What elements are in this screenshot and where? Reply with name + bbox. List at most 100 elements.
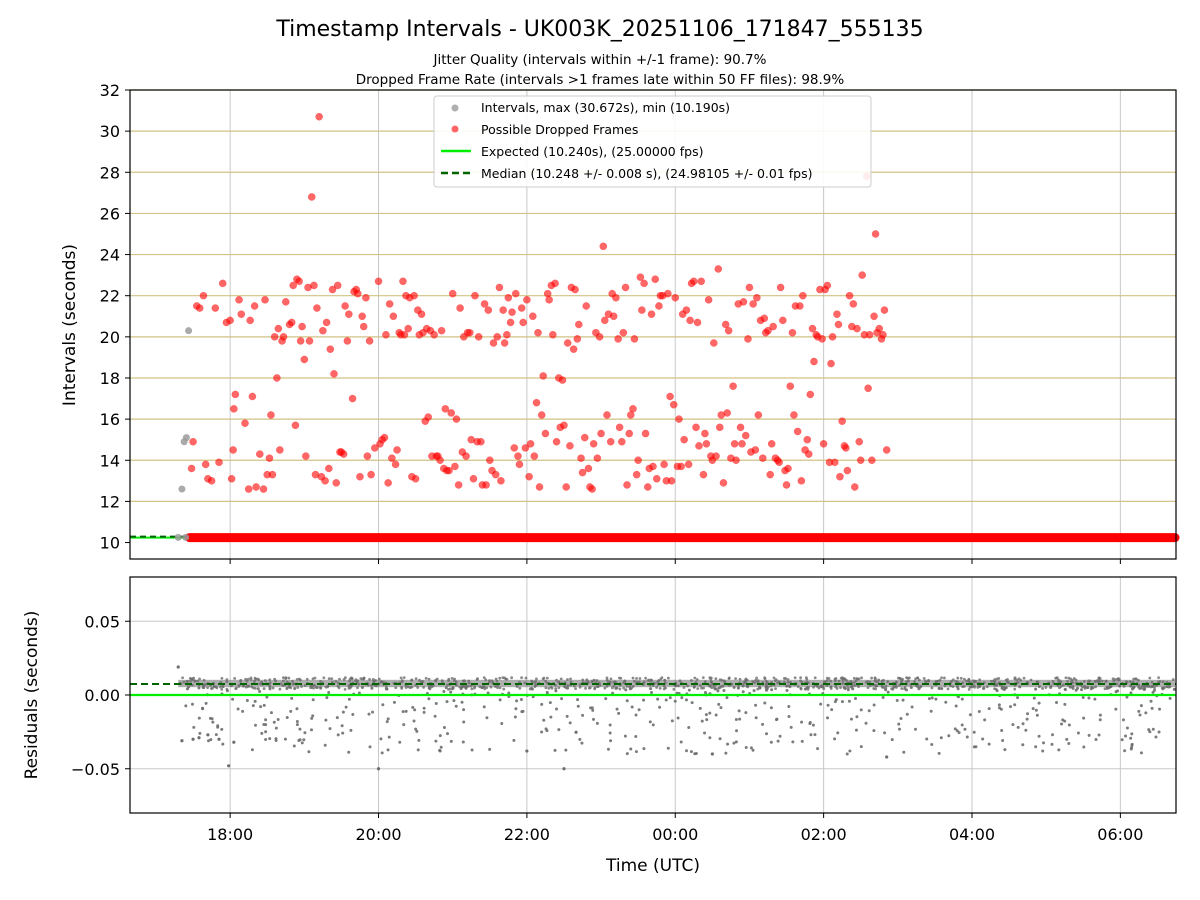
residual-band-point-585 xyxy=(498,676,502,680)
residual-band-point-186 xyxy=(658,687,662,690)
dropped-frame-point-311 xyxy=(796,302,804,310)
dropped-frame-point-92 xyxy=(389,312,398,321)
residual-point-264 xyxy=(486,691,490,695)
residual-point-9 xyxy=(833,737,837,741)
residual-point-71 xyxy=(264,737,268,741)
dropped-frame-point-247 xyxy=(677,462,686,471)
dropped-frame-point-326 xyxy=(823,281,832,290)
residual-point-355 xyxy=(283,737,287,741)
residual-band-point-859 xyxy=(738,677,742,681)
residual-band-point-865 xyxy=(900,687,904,691)
residual-outlier-8 xyxy=(376,767,381,771)
residual-point-202 xyxy=(974,745,978,749)
dropped-frame-point-107 xyxy=(417,310,426,319)
legend-marker-intervals xyxy=(451,104,459,112)
intervals-panel: 10 12 14 16 18 20 22 24 26 28 30 32 Intervals (seco… xyxy=(60,81,1180,564)
residual-point-327 xyxy=(787,705,791,709)
residual-point-98 xyxy=(480,686,484,690)
residual-band-point-775 xyxy=(289,686,293,690)
residual-point-336 xyxy=(565,714,569,718)
residuals-xtick-label-4: 02:00 xyxy=(801,825,847,844)
residual-band-point-562 xyxy=(1088,679,1092,683)
residual-point-483 xyxy=(859,708,863,712)
residual-band-point-59 xyxy=(967,687,971,691)
residual-band-point-830 xyxy=(899,680,903,684)
residual-point-357 xyxy=(819,702,823,706)
residual-band-point-642 xyxy=(1013,687,1017,691)
dropped-frame-point-284 xyxy=(745,283,754,292)
intervals-ytick-label-11: 32 xyxy=(100,81,120,100)
residual-point-52 xyxy=(336,733,340,737)
residual-band-point-649 xyxy=(368,678,371,681)
residual-point-232 xyxy=(408,686,412,690)
residual-point-350 xyxy=(272,720,276,724)
residual-band-point-16 xyxy=(334,679,338,683)
residual-point-486 xyxy=(434,739,438,743)
dropped-frame-point-354 xyxy=(875,324,884,333)
residual-point-282 xyxy=(269,711,273,715)
dropped-frame-point-32 xyxy=(270,332,279,341)
residual-band-point-477 xyxy=(698,684,702,687)
dropped-frame-point-46 xyxy=(298,322,306,331)
dropped-frame-point-318 xyxy=(808,324,817,333)
residual-band-point-388 xyxy=(709,677,713,681)
residual-point-220 xyxy=(563,685,567,689)
residual-point-33 xyxy=(514,707,518,711)
residual-point-113 xyxy=(576,704,580,708)
residual-point-127 xyxy=(340,724,344,728)
residual-band-point-453 xyxy=(959,676,963,680)
dropped-frame-point-342 xyxy=(853,324,861,333)
residual-point-183 xyxy=(530,686,534,690)
residual-point-166 xyxy=(327,690,331,694)
residual-point-231 xyxy=(884,688,888,692)
residual-band-point-701 xyxy=(962,684,966,688)
residual-band-point-9 xyxy=(1044,686,1048,689)
dropped-frame-point-77 xyxy=(358,312,367,321)
dropped-frame-point-41 xyxy=(289,281,298,290)
residual-band-point-762 xyxy=(1094,679,1098,683)
residual-point-205 xyxy=(1063,702,1067,706)
residual-band-point-590 xyxy=(857,677,861,681)
residual-point-204 xyxy=(929,709,933,713)
legend-label-dropped: Possible Dropped Frames xyxy=(481,122,638,137)
residual-band-point-201 xyxy=(239,678,243,682)
dropped-frame-point-14 xyxy=(230,404,238,413)
residual-point-405 xyxy=(847,699,851,703)
residual-point-314 xyxy=(1129,691,1133,695)
dropped-frame-point-16 xyxy=(229,446,237,454)
residual-band-point-482 xyxy=(584,686,587,690)
residual-band-point-895 xyxy=(372,679,376,683)
residual-band-point-894 xyxy=(1103,687,1107,691)
residual-band-point-767 xyxy=(493,685,497,688)
dropped-frame-point-319 xyxy=(810,357,818,366)
dropped-frame-point-286 xyxy=(749,300,757,308)
dropped-frame-point-151 xyxy=(499,306,507,314)
dropped-frame-point-33 xyxy=(273,374,281,382)
dropped-frame-point-292 xyxy=(760,314,769,323)
residual-point-96 xyxy=(944,700,948,704)
residual-band-point-816 xyxy=(237,685,241,688)
residual-band-point-578 xyxy=(303,684,307,687)
residual-point-471 xyxy=(1131,686,1135,690)
dropped-frame-point-98 xyxy=(400,330,409,339)
dropped-frame-point-187 xyxy=(566,442,574,450)
dropped-frame-point-222 xyxy=(630,335,639,343)
residual-band-point-863 xyxy=(309,686,313,690)
residual-point-268 xyxy=(268,687,272,691)
residual-point-119 xyxy=(623,734,627,738)
residual-band-point-79 xyxy=(782,680,786,684)
residual-point-496 xyxy=(734,717,738,721)
residual-band-point-315 xyxy=(922,676,926,680)
residual-point-107 xyxy=(293,687,297,691)
residual-band-point-361 xyxy=(718,678,722,682)
dropped-frame-point-281 xyxy=(739,298,748,306)
chart-subtitle-dropped: Dropped Frame Rate (intervals >1 frames … xyxy=(356,72,845,88)
residual-band-point-795 xyxy=(890,687,894,691)
dropped-frame-point-9 xyxy=(215,458,223,467)
dropped-frame-point-190 xyxy=(571,285,579,294)
residual-band-point-509 xyxy=(402,676,406,680)
residual-point-404 xyxy=(1057,748,1061,752)
residual-point-6 xyxy=(744,746,748,750)
residual-band-point-419 xyxy=(633,679,636,683)
residual-band-point-787 xyxy=(305,677,309,681)
